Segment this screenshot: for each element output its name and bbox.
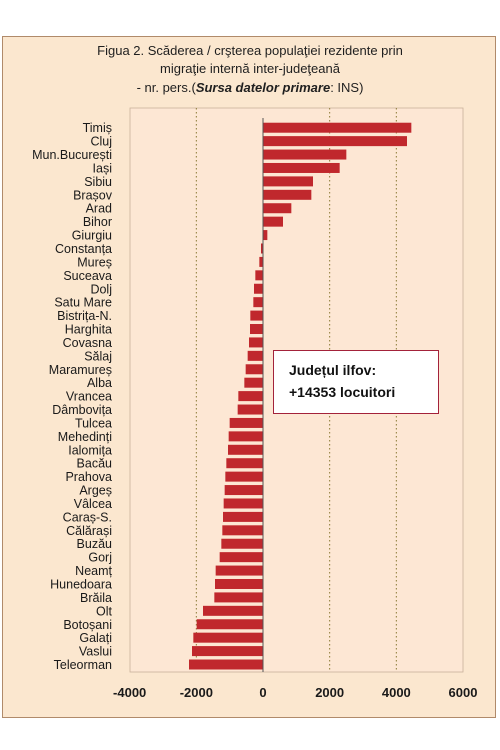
bar [261,243,263,254]
bar [255,270,263,281]
bar [263,216,283,227]
chart-title-line-1: Figua 2. Scăderea / crşterea populaţiei … [97,43,403,58]
category-label: Galați [79,631,112,645]
category-label: Ialomița [68,443,112,457]
category-label: Gorj [88,551,112,565]
x-tick-label: 0 [259,685,266,700]
bar [222,525,263,536]
category-label: Vrancea [66,390,112,404]
bar [250,324,263,335]
bar [215,578,263,589]
bar [226,458,263,469]
category-label: Mun.București [32,148,112,162]
bar [250,310,263,321]
category-label: Bihor [83,215,112,229]
bar [219,552,263,563]
category-label: Argeș [79,484,112,498]
callout-line-1: Județul ilfov: [289,362,377,378]
category-label: Maramureș [49,363,112,377]
category-label: Satu Mare [54,296,112,310]
category-label: Mehedinți [58,430,112,444]
bar [253,297,263,308]
category-label: Buzău [77,537,112,551]
bar [237,404,263,415]
category-label: Bistrița-N. [57,309,112,323]
category-label: Olt [96,604,113,618]
bar [223,498,263,509]
bar [192,646,263,657]
category-label: Alba [87,376,112,390]
bar [215,565,263,576]
category-label: Brăila [80,591,112,605]
bar [263,149,347,160]
chart-title-line-2: migraţie internă inter-judeţeană [160,61,340,76]
category-label: Harghita [65,323,112,337]
bar [189,659,263,670]
category-label: Neamț [75,564,112,578]
category-label: Sibiu [84,175,112,189]
category-label: Covasna [63,336,112,350]
x-tick-label: -2000 [180,685,213,700]
category-label: Cluj [90,135,112,149]
category-label: Mureș [77,255,112,269]
category-label: Teleorman [54,658,112,672]
bar [193,632,263,643]
category-label: Vaslui [79,645,112,659]
bar [221,538,263,549]
bar [263,230,268,241]
bar [263,122,412,133]
category-label: Timiș [83,121,112,135]
category-label: Arad [86,202,112,216]
bar [263,136,407,147]
category-label: Sălaj [84,349,112,363]
category-label: Iași [93,161,112,175]
category-label: Botoșani [63,618,112,632]
category-label: Prahova [65,470,112,484]
bar [225,471,263,482]
chart-title-line-3: - nr. pers.(Sursa datelor primare: INS) [136,80,364,95]
category-label: Vâlcea [74,497,112,511]
bar [229,417,263,428]
category-label: Brașov [73,188,113,202]
bar [247,350,263,361]
category-label: Caraș-S. [63,510,112,524]
category-label: Tulcea [75,416,112,430]
category-label: Dolj [90,282,112,296]
bar [196,619,263,630]
ilfov-callout: Județul ilfov: +14353 locuitori [273,350,439,414]
bar [228,444,263,455]
x-tick-label: -4000 [113,685,146,700]
bar [263,162,340,173]
category-label: Hunedoara [50,577,112,591]
category-label: Bacău [77,457,112,471]
bar [224,485,263,496]
category-label: Dâmbovița [52,403,112,417]
bar [249,337,263,348]
bar [259,256,263,267]
bar [238,391,263,402]
x-tick-label: 4000 [382,685,411,700]
bar [228,431,263,442]
bar [263,189,312,200]
x-tick-label: 2000 [315,685,344,700]
bar [244,377,263,388]
bar [245,364,263,375]
callout-line-2: +14353 locuitori [289,384,396,400]
bar [203,605,263,616]
bar [263,203,292,214]
bar [263,176,313,187]
category-label: Giurgiu [72,229,112,243]
bar [223,511,263,522]
bar [214,592,263,603]
category-label: Suceava [63,269,112,283]
category-label: Constanța [55,242,112,256]
category-label: Călărași [66,524,112,538]
bar [254,283,263,294]
x-tick-label: 6000 [449,685,478,700]
